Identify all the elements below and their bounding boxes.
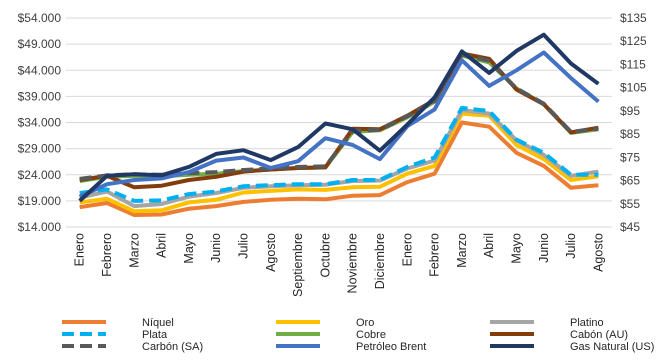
right-axis-tick-labels: $45 $55 $65 $75 $85 $95 $105 $115 $125 $135 — [620, 11, 647, 234]
legend-label: Platino — [570, 317, 604, 329]
x-axis-tick: Enero — [73, 233, 87, 266]
left-axis-tick: $29.000 — [18, 142, 62, 156]
x-axis-tick: Diciembre — [373, 233, 387, 289]
series-line — [79, 111, 599, 214]
x-axis-tick: Abril — [482, 233, 496, 258]
x-axis-tick: Mayo — [509, 233, 523, 264]
left-axis-tick: $54.000 — [18, 11, 62, 25]
x-axis-tick-labels: Enero Febrero Marzo Abril Mayo Junio Julio Agos… — [73, 233, 606, 297]
series-line — [79, 120, 599, 217]
series-line — [79, 52, 599, 181]
legend-label: Cobre — [356, 329, 386, 341]
right-axis-tick: $55 — [620, 197, 640, 211]
x-axis-tick: Marzo — [455, 233, 469, 268]
legend-label: Níquel — [142, 317, 174, 329]
right-axis-tick: $115 — [620, 57, 646, 71]
x-axis-tick: Noviembre — [346, 233, 360, 293]
x-axis-tick: Julio — [564, 233, 578, 259]
legend-label: Oro — [356, 317, 374, 329]
x-axis-tick: Abril — [155, 233, 169, 258]
legend-label: Gas Natural (US) — [570, 341, 654, 353]
x-axis-tick: Octubre — [318, 233, 332, 278]
right-axis-tick: $75 — [620, 150, 640, 164]
series-line — [79, 51, 599, 190]
series-line — [78, 50, 600, 199]
series-line — [78, 32, 600, 203]
x-axis-tick: Febrero — [100, 233, 114, 277]
x-axis-tick: Agosto — [591, 233, 605, 272]
right-axis-tick: $105 — [620, 81, 647, 95]
right-axis-tick: $135 — [620, 11, 647, 25]
left-axis-tick: $44.000 — [18, 63, 62, 77]
x-axis-tick: Mayo — [182, 233, 196, 264]
series-line — [79, 105, 599, 203]
x-axis-tick: Junio — [209, 233, 223, 263]
left-axis-tick: $19.000 — [18, 194, 62, 208]
x-axis-tick: Julio — [236, 233, 250, 259]
legend-label: Cabón (AU) — [570, 329, 628, 341]
series-lines — [78, 32, 600, 217]
left-axis-tick: $14.000 — [18, 220, 62, 234]
x-axis-tick: Septiembre — [291, 233, 305, 297]
left-axis-tick: $34.000 — [18, 116, 62, 130]
right-axis-tick: $45 — [620, 220, 640, 234]
left-axis-tick: $24.000 — [18, 168, 62, 182]
x-axis-tick: Agosto — [264, 233, 278, 272]
legend: Níquel Oro Platino Plata Cobre Cabón (AU) Carb… — [62, 317, 654, 353]
left-axis-tick-labels: $14.000 $19.000 $24.000 $29.000 $34.000 $39.0… — [18, 11, 62, 234]
x-axis-tick: Enero — [400, 233, 414, 266]
right-axis-tick: $125 — [620, 34, 647, 48]
x-axis-tick: Marzo — [127, 233, 141, 268]
legend-label: Plata — [142, 329, 168, 341]
x-axis-tick: Febrero — [428, 233, 442, 277]
x-axis-tick: Junio — [537, 233, 551, 263]
right-axis-tick: $95 — [620, 104, 640, 118]
legend-label: Carbón (SA) — [142, 341, 203, 353]
left-axis-tick: $49.000 — [18, 37, 62, 51]
right-axis-tick: $65 — [620, 174, 640, 188]
legend-label: Petróleo Brent — [356, 341, 426, 353]
left-axis-tick: $39.000 — [18, 89, 62, 103]
series-line — [79, 53, 599, 183]
right-axis-tick: $85 — [620, 127, 640, 141]
